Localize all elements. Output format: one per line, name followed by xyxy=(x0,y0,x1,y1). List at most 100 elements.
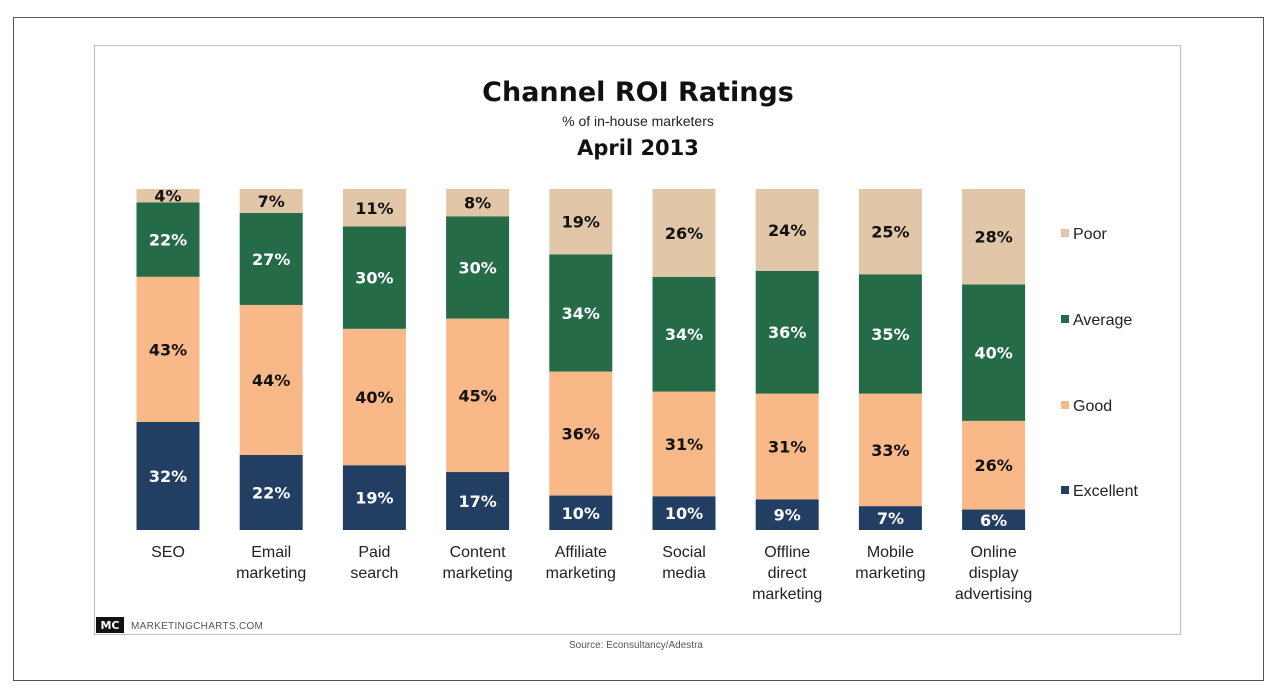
bar-average-3 xyxy=(446,216,510,319)
category-label-8-0: Online xyxy=(970,544,1016,561)
value-label-excellent-8: 6% xyxy=(980,511,1007,530)
value-label-average-3: 30% xyxy=(458,258,496,277)
legend-label-average: Average xyxy=(1073,312,1132,329)
bar-poor-2 xyxy=(342,189,406,227)
value-label-poor-3: 8% xyxy=(464,194,491,213)
bar-good-4 xyxy=(549,371,613,496)
bar-poor-4 xyxy=(549,189,613,255)
chart-period: April 2013 xyxy=(577,136,699,160)
bar-excellent-7 xyxy=(858,506,922,530)
bar-average-8 xyxy=(962,284,1026,421)
value-label-good-7: 33% xyxy=(871,441,909,460)
value-label-average-6: 36% xyxy=(768,323,806,342)
category-label-4-1: marketing xyxy=(546,565,616,582)
bar-excellent-2 xyxy=(342,465,406,530)
value-label-excellent-6: 9% xyxy=(774,506,801,525)
bar-good-8 xyxy=(962,420,1026,510)
category-label-2-0: Paid xyxy=(358,544,390,561)
legend-swatch-poor xyxy=(1061,229,1069,237)
category-label-4-0: Affiliate xyxy=(555,544,607,561)
value-label-excellent-2: 19% xyxy=(355,489,393,508)
value-label-good-4: 36% xyxy=(562,425,600,444)
value-label-poor-8: 28% xyxy=(974,228,1012,247)
value-label-poor-6: 24% xyxy=(768,221,806,240)
value-label-average-7: 35% xyxy=(871,325,909,344)
legend: Poor Average Good Excellent xyxy=(1061,226,1138,500)
brand-badge-bg xyxy=(96,617,124,633)
bar-average-2 xyxy=(342,226,406,329)
category-label-1-0: Email xyxy=(251,544,291,561)
category-label-8-2: advertising xyxy=(955,586,1032,603)
value-label-excellent-7: 7% xyxy=(877,509,904,528)
bar-good-6 xyxy=(755,393,819,500)
bar-poor-7 xyxy=(858,189,922,275)
bar-good-2 xyxy=(342,328,406,466)
category-label-3-1: marketing xyxy=(442,565,512,582)
bar-excellent-8 xyxy=(962,509,1026,530)
value-label-good-0: 43% xyxy=(149,340,187,359)
chart-title: Channel ROI Ratings xyxy=(482,77,794,108)
bar-good-7 xyxy=(858,393,922,507)
category-label-8-1: display xyxy=(969,565,1019,582)
value-label-average-1: 27% xyxy=(252,250,290,269)
value-label-poor-2: 11% xyxy=(355,199,393,218)
category-label-6-0: Offline xyxy=(764,544,810,561)
bar-excellent-5 xyxy=(652,496,716,530)
value-label-good-8: 26% xyxy=(974,456,1012,475)
bar-average-5 xyxy=(652,276,716,392)
category-label-3-0: Content xyxy=(450,544,507,561)
bar-excellent-0 xyxy=(136,421,200,530)
category-label-6-2: marketing xyxy=(752,586,822,603)
value-label-excellent-0: 32% xyxy=(149,467,187,486)
value-label-excellent-3: 17% xyxy=(458,492,496,511)
bar-average-4 xyxy=(549,254,613,372)
category-label-6-1: direct xyxy=(768,565,808,582)
bar-excellent-6 xyxy=(755,499,819,530)
legend-label-good: Good xyxy=(1073,398,1112,415)
category-label-7-1: marketing xyxy=(855,565,925,582)
value-label-excellent-4: 10% xyxy=(562,504,600,523)
category-label-2-1: search xyxy=(350,565,398,582)
bar-poor-0 xyxy=(136,189,200,203)
value-label-average-2: 30% xyxy=(355,269,393,288)
legend-swatch-excellent xyxy=(1061,486,1069,494)
bar-average-6 xyxy=(755,270,819,394)
value-label-good-6: 31% xyxy=(768,437,806,456)
bars-group xyxy=(136,189,1026,530)
branding: MC MARKETINGCHARTS.COM xyxy=(96,617,263,633)
value-labels-group: 32% 43% 22% 4% 22% 44% 27% 7% 19% 40% 30% 11% 17% 45%… xyxy=(149,187,1013,530)
value-label-good-5: 31% xyxy=(665,435,703,454)
value-label-good-3: 45% xyxy=(458,386,496,405)
value-label-average-0: 22% xyxy=(149,231,187,250)
legend-swatch-good xyxy=(1061,401,1069,409)
bar-good-3 xyxy=(446,318,510,473)
legend-swatch-average xyxy=(1061,315,1069,323)
brand-badge: MC xyxy=(100,619,119,632)
category-label-5-1: media xyxy=(662,565,706,582)
category-label-5-0: Social xyxy=(662,544,706,561)
bar-good-5 xyxy=(652,391,716,497)
value-label-average-4: 34% xyxy=(562,304,600,323)
bar-excellent-4 xyxy=(549,495,613,530)
bar-poor-5 xyxy=(652,189,716,277)
bar-poor-8 xyxy=(962,189,1026,285)
category-labels-group: SEO Email marketing Paid search Content market… xyxy=(151,544,1032,603)
category-label-7-0: Mobile xyxy=(867,544,914,561)
outer-frame xyxy=(13,17,1264,681)
bar-average-1 xyxy=(239,212,303,305)
value-label-good-2: 40% xyxy=(355,388,393,407)
bar-average-0 xyxy=(136,202,200,277)
source-note: Source: Econsultancy/Adestra xyxy=(569,640,703,651)
category-label-1-1: marketing xyxy=(236,565,306,582)
value-label-excellent-5: 10% xyxy=(665,504,703,523)
chart-subtitle: % of in-house marketers xyxy=(562,113,714,129)
value-label-poor-0: 4% xyxy=(154,187,181,206)
value-label-poor-4: 19% xyxy=(562,213,600,232)
value-label-excellent-1: 22% xyxy=(252,483,290,502)
bar-excellent-1 xyxy=(239,454,303,530)
legend-label-poor: Poor xyxy=(1073,226,1107,243)
category-label-0-0: SEO xyxy=(151,544,185,561)
bar-excellent-3 xyxy=(446,472,510,530)
brand-site: MARKETINGCHARTS.COM xyxy=(131,621,263,632)
